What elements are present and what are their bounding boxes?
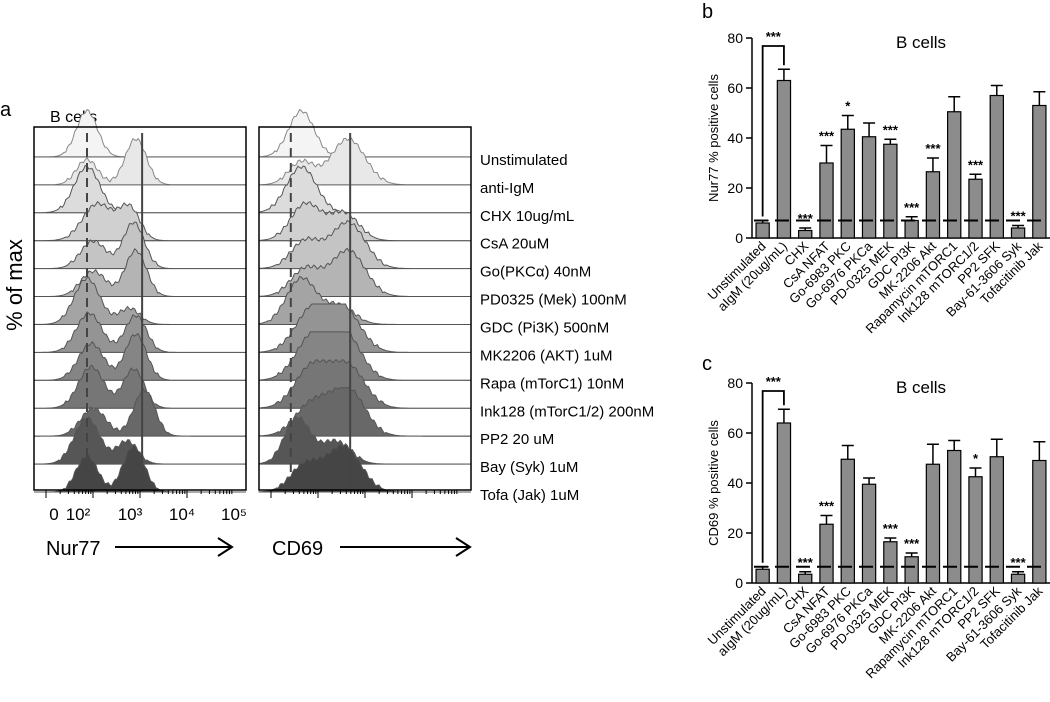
significance-marker: ***: [819, 129, 835, 144]
significance-marker: ***: [968, 157, 984, 172]
bar: [1010, 227, 1026, 239]
bar: [904, 219, 919, 239]
condition-label: GDC (Pi3K) 500nM: [480, 320, 609, 337]
bar: [819, 523, 834, 584]
condition-label: Unstimulated: [480, 152, 568, 169]
significance-marker: ***: [819, 499, 835, 514]
panel-c-title: B cells: [896, 378, 946, 397]
y-tick-label: 60: [727, 80, 743, 96]
significance-marker: ***: [883, 521, 899, 536]
condition-label: MK2206 (AKT) 1uM: [480, 347, 613, 364]
y-tick-label: 80: [727, 30, 743, 46]
panel-letter-c: c: [702, 353, 712, 375]
histogram-nur77-row-8: [33, 332, 247, 381]
condition-label: anti-IgM: [480, 180, 534, 197]
significance-marker: ***: [925, 141, 941, 156]
bar: [1032, 459, 1047, 584]
bar: [925, 171, 941, 239]
bar: [861, 136, 877, 239]
condition-label: Ink128 (mTorC1/2) 200nM: [480, 403, 654, 420]
bar: [819, 162, 834, 239]
histogram-panel-cd69: [258, 108, 472, 498]
condition-label: PD0325 (Mek) 100nM: [480, 292, 627, 309]
panel-a-xlabel-cd69: CD69: [272, 538, 323, 560]
y-tick-label: 40: [727, 130, 743, 146]
y-tick-label: 20: [727, 525, 743, 541]
bar: [883, 143, 898, 239]
significance-marker: ***: [883, 122, 899, 137]
comparison-bracket: [761, 45, 785, 217]
y-tick-label: 0: [735, 230, 743, 246]
bar: [989, 94, 1004, 239]
bar: [947, 449, 962, 584]
condition-label: CsA 20uM: [480, 236, 549, 253]
arrow-head-icon: [455, 537, 472, 557]
bar: [883, 541, 898, 584]
panel-a-ylabel: % of max: [2, 239, 27, 331]
bar: [798, 229, 813, 239]
histogram-nur77-row-5: [33, 247, 247, 298]
x-tick-label: 10⁵: [221, 505, 247, 524]
condition-label: CHX 10ug/mL: [480, 208, 574, 225]
y-tick-label: 20: [727, 180, 743, 196]
bar: [968, 178, 983, 239]
bar: [861, 483, 877, 584]
condition-label: PP2 20 uM: [480, 431, 554, 448]
y-tick-label: 0: [735, 575, 743, 591]
bar: [840, 458, 855, 584]
bar: [904, 556, 919, 584]
panel-letter-a: a: [0, 99, 12, 121]
bar: [989, 456, 1004, 584]
x-tick-label: 0: [49, 505, 58, 524]
condition-label: Tofa (Jak) 1uM: [480, 487, 579, 504]
bar: [840, 128, 855, 239]
comparison-bracket-label: ***: [766, 374, 782, 389]
comparison-bracket: [761, 390, 785, 563]
bar: [776, 79, 792, 239]
panel-c-ylabel: CD69 % positive cells: [706, 420, 721, 546]
bar: [925, 463, 941, 584]
significance-marker: *: [973, 451, 979, 466]
condition-label: Bay (Syk) 1uM: [480, 459, 578, 476]
bar: [755, 222, 770, 239]
panel-letter-b: b: [702, 1, 713, 23]
bar: [1010, 573, 1026, 584]
histogram-nur77-row-1: [33, 137, 247, 186]
histogram-nur77-row-12: [34, 443, 246, 493]
y-tick-label: 80: [727, 375, 743, 391]
panel-b-title: B cells: [896, 33, 946, 52]
significance-marker: ***: [904, 536, 920, 551]
bar: [776, 422, 792, 584]
significance-marker: *: [845, 99, 851, 114]
panel-b-ylabel: Nur77 % positive cells: [706, 74, 721, 202]
bar: [755, 568, 770, 584]
y-tick-label: 40: [727, 475, 743, 491]
x-tick-label: 10³: [118, 505, 143, 524]
bar: [1032, 104, 1047, 239]
comparison-bracket-label: ***: [766, 29, 782, 44]
histogram-nur77-row-10: [33, 388, 247, 437]
condition-label: Go(PKCα) 40nM: [480, 264, 591, 281]
y-tick-label: 60: [727, 425, 743, 441]
bar: [798, 573, 813, 584]
significance-marker: ***: [798, 211, 814, 226]
bar: [947, 111, 962, 239]
x-tick-label: 10²: [66, 505, 91, 524]
histogram-panel-nur77: [33, 108, 247, 498]
condition-label: Rapa (mTorC1) 10nM: [480, 375, 624, 392]
significance-marker: ***: [904, 200, 920, 215]
panel-a-xlabel-nur77: Nur77: [46, 538, 100, 560]
x-tick-label: 10⁴: [169, 505, 195, 524]
arrow-head-icon: [217, 537, 234, 557]
